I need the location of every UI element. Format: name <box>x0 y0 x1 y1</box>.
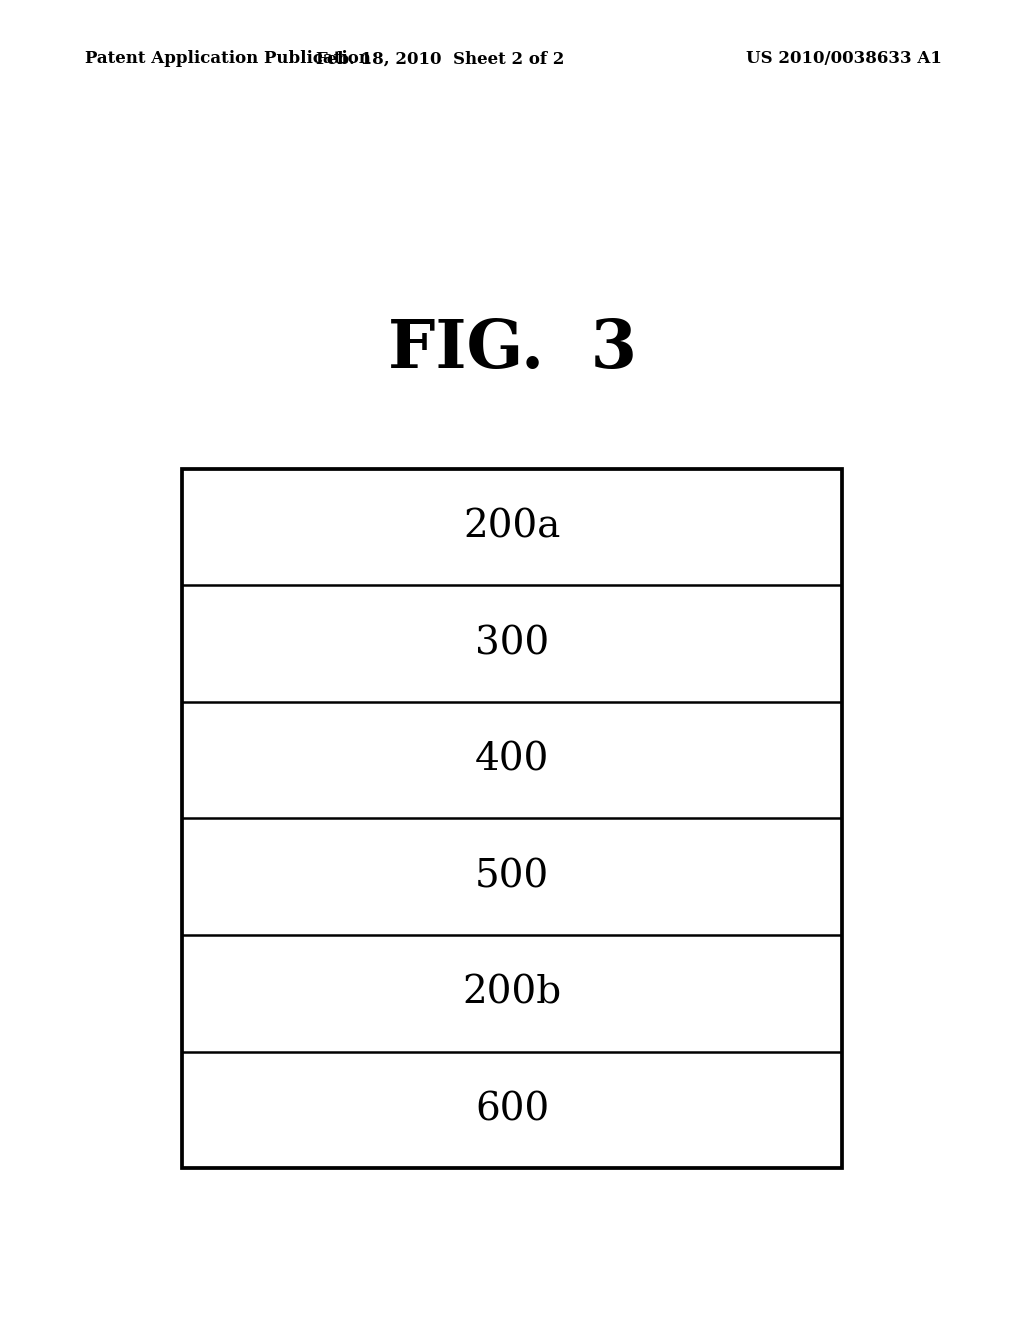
Text: Patent Application Publication: Patent Application Publication <box>85 50 371 67</box>
Text: 500: 500 <box>475 858 549 895</box>
Text: 200b: 200b <box>463 974 561 1012</box>
Text: 400: 400 <box>475 742 549 779</box>
Text: 300: 300 <box>475 624 549 663</box>
Text: FIG.  3: FIG. 3 <box>387 317 637 383</box>
Text: 600: 600 <box>475 1092 549 1129</box>
Text: Feb. 18, 2010  Sheet 2 of 2: Feb. 18, 2010 Sheet 2 of 2 <box>316 50 564 67</box>
Bar <box>182 469 842 1168</box>
Text: 200a: 200a <box>463 508 561 545</box>
Text: US 2010/0038633 A1: US 2010/0038633 A1 <box>746 50 942 67</box>
